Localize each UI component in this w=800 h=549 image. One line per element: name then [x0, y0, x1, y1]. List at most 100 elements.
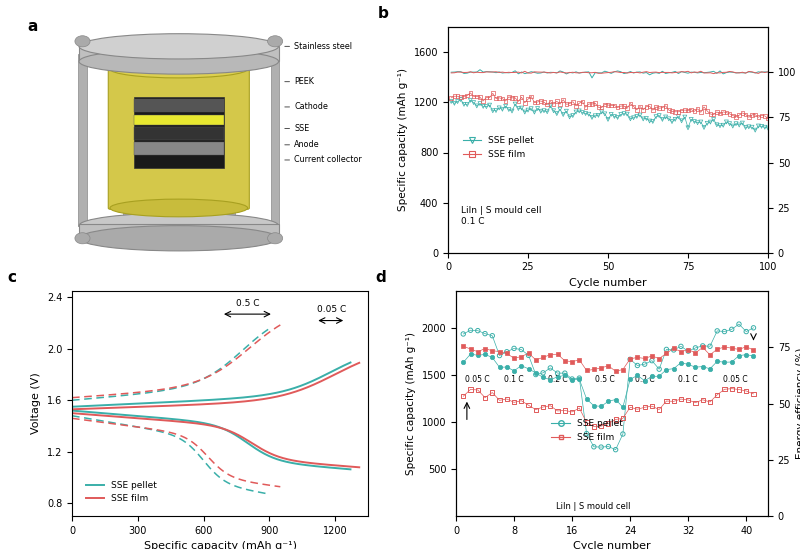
Point	[558, 406, 571, 415]
Point	[624, 99, 637, 108]
Point	[696, 362, 709, 371]
Point	[653, 372, 666, 380]
Point	[749, 110, 762, 119]
Point	[563, 113, 576, 121]
Point	[614, 110, 627, 119]
Point	[594, 442, 607, 451]
Point	[621, 104, 634, 113]
Point	[685, 115, 698, 124]
Bar	[78, 54, 86, 226]
Point	[752, 113, 765, 122]
Point	[589, 111, 602, 120]
Point	[558, 371, 571, 380]
Point	[682, 106, 694, 115]
Point	[752, 122, 765, 131]
Point	[758, 123, 771, 132]
Point	[739, 123, 752, 132]
Point	[698, 123, 710, 132]
Point	[653, 405, 666, 414]
Point	[755, 122, 768, 131]
Point	[579, 103, 592, 111]
Point	[528, 108, 541, 116]
Point	[595, 108, 608, 116]
Point	[617, 430, 630, 439]
Point	[478, 344, 491, 353]
Point	[659, 102, 672, 110]
Point	[580, 429, 593, 438]
Point	[617, 414, 630, 423]
Point	[493, 396, 506, 405]
Point	[547, 107, 560, 115]
Point	[746, 110, 758, 119]
Point	[477, 97, 490, 105]
Point	[624, 375, 637, 384]
Circle shape	[75, 233, 90, 244]
Point	[534, 107, 547, 116]
Point	[500, 363, 513, 372]
Point	[566, 374, 578, 383]
Point	[464, 385, 477, 394]
Point	[515, 352, 528, 361]
Point	[660, 349, 673, 358]
Point	[656, 103, 669, 112]
Point	[557, 96, 570, 104]
Point	[710, 120, 723, 129]
Point	[660, 396, 673, 405]
Point	[656, 115, 669, 124]
Point	[573, 356, 586, 365]
Point	[457, 329, 470, 338]
Point	[471, 385, 484, 394]
Point	[541, 108, 554, 116]
Point	[703, 397, 716, 406]
Point	[470, 92, 483, 101]
Point	[711, 327, 724, 335]
Point	[701, 119, 714, 128]
Point	[605, 110, 618, 119]
Point	[688, 107, 701, 116]
Text: PEEK: PEEK	[294, 77, 314, 86]
Point	[550, 109, 563, 118]
Point	[550, 97, 563, 106]
Point	[544, 102, 557, 110]
Point	[617, 365, 630, 374]
Point	[515, 345, 528, 354]
Point	[587, 442, 600, 451]
Point	[762, 114, 774, 123]
Point	[726, 122, 739, 131]
Bar	[79, 225, 278, 238]
Point	[678, 105, 691, 114]
Point	[621, 110, 634, 119]
Point	[711, 390, 724, 399]
Point	[508, 354, 521, 363]
Point	[512, 97, 525, 106]
Point	[762, 124, 774, 132]
Point	[617, 403, 630, 412]
Point	[631, 405, 644, 413]
Point	[691, 104, 704, 113]
Point	[587, 422, 600, 431]
Point	[554, 105, 566, 114]
Text: d: d	[375, 270, 386, 285]
Point	[508, 344, 521, 353]
Point	[747, 352, 760, 361]
Point	[711, 357, 724, 366]
Bar	[226, 54, 234, 226]
Legend: SSE pellet, SSE film: SSE pellet, SSE film	[459, 133, 538, 163]
Point	[643, 116, 656, 125]
Point	[515, 104, 528, 113]
Point	[674, 395, 687, 404]
X-axis label: Cycle number: Cycle number	[573, 541, 651, 549]
Point	[650, 113, 662, 121]
Point	[720, 117, 733, 126]
Text: 0.1 C: 0.1 C	[678, 375, 698, 384]
Point	[566, 376, 578, 384]
Legend: SSE pellet, SSE film: SSE pellet, SSE film	[82, 477, 161, 507]
Point	[478, 350, 491, 359]
Point	[557, 110, 570, 119]
Point	[742, 113, 755, 122]
Point	[509, 93, 522, 102]
Bar	[134, 97, 223, 167]
Point	[682, 360, 694, 369]
Point	[500, 349, 513, 358]
Point	[696, 341, 709, 350]
